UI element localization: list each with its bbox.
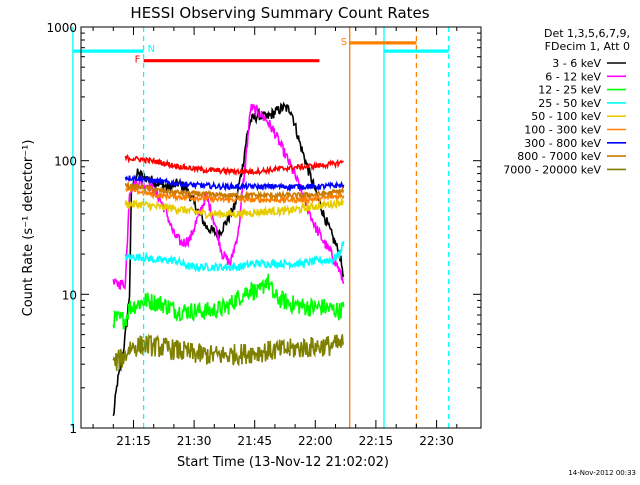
chart-title: HESSI Observing Summary Count Rates [130,4,429,22]
series-line-50-100-kev [124,198,344,220]
legend-label: 12 - 25 keV [538,84,601,97]
legend-label: 7000 - 20000 keV [503,163,601,176]
x-tick-label: 22:15 [359,434,394,448]
legend-label: 800 - 7000 keV [517,150,601,163]
legend-label: 3 - 6 keV [552,57,601,70]
y-tick-label: 10 [62,288,77,302]
x-tick-label: 21:30 [177,434,212,448]
axes-layer: 21:15 21:30 21:45 22:00 22:15 22:30 1 10 100 1000 [46,21,482,448]
legend-label: 25 - 50 keV [538,97,601,110]
flag-label: F [135,55,141,66]
plot-layer: F S N [72,27,450,428]
legend-label: 100 - 300 keV [524,124,601,137]
flag-label: N [148,44,155,55]
series-line-12-25-kev [112,273,345,330]
legend-header-line: Det 1,3,5,6,7,9, [544,27,630,40]
flag-label: S [341,37,347,48]
x-tick-label: 22:30 [419,434,454,448]
legend-header-line: FDecim 1, Att 0 [545,40,630,53]
footer-date: 14-Nov-2012 00:33 [568,469,636,477]
x-tick-label: 21:15 [116,434,151,448]
x-tick-label: 21:45 [237,434,272,448]
series-line-800-7000-kev [124,181,345,201]
y-tick-label: 1 [69,422,77,436]
legend-label: 6 - 12 keV [545,70,601,83]
legend-label: 300 - 800 keV [524,137,601,150]
legend-label: 50 - 100 keV [531,110,601,123]
series-line-3-6-kev [112,101,345,417]
series-line-7000-20000-kev [112,333,345,371]
x-tick-label: 22:00 [298,434,333,448]
series-line-300-800-kev [124,174,345,193]
series-line-unlabeled-9 [124,153,344,177]
y-tick-label: 1000 [46,21,77,35]
plot-frame [80,26,482,429]
series-line-100-300-kev [125,184,345,205]
series-line-25-50-kev [124,241,345,273]
y-tick-label: 100 [54,155,77,169]
y-axis-label: Count Rate (s⁻¹ detector⁻¹) [21,140,36,317]
x-axis-label: Start Time (13-Nov-12 21:02:02) [177,455,389,470]
